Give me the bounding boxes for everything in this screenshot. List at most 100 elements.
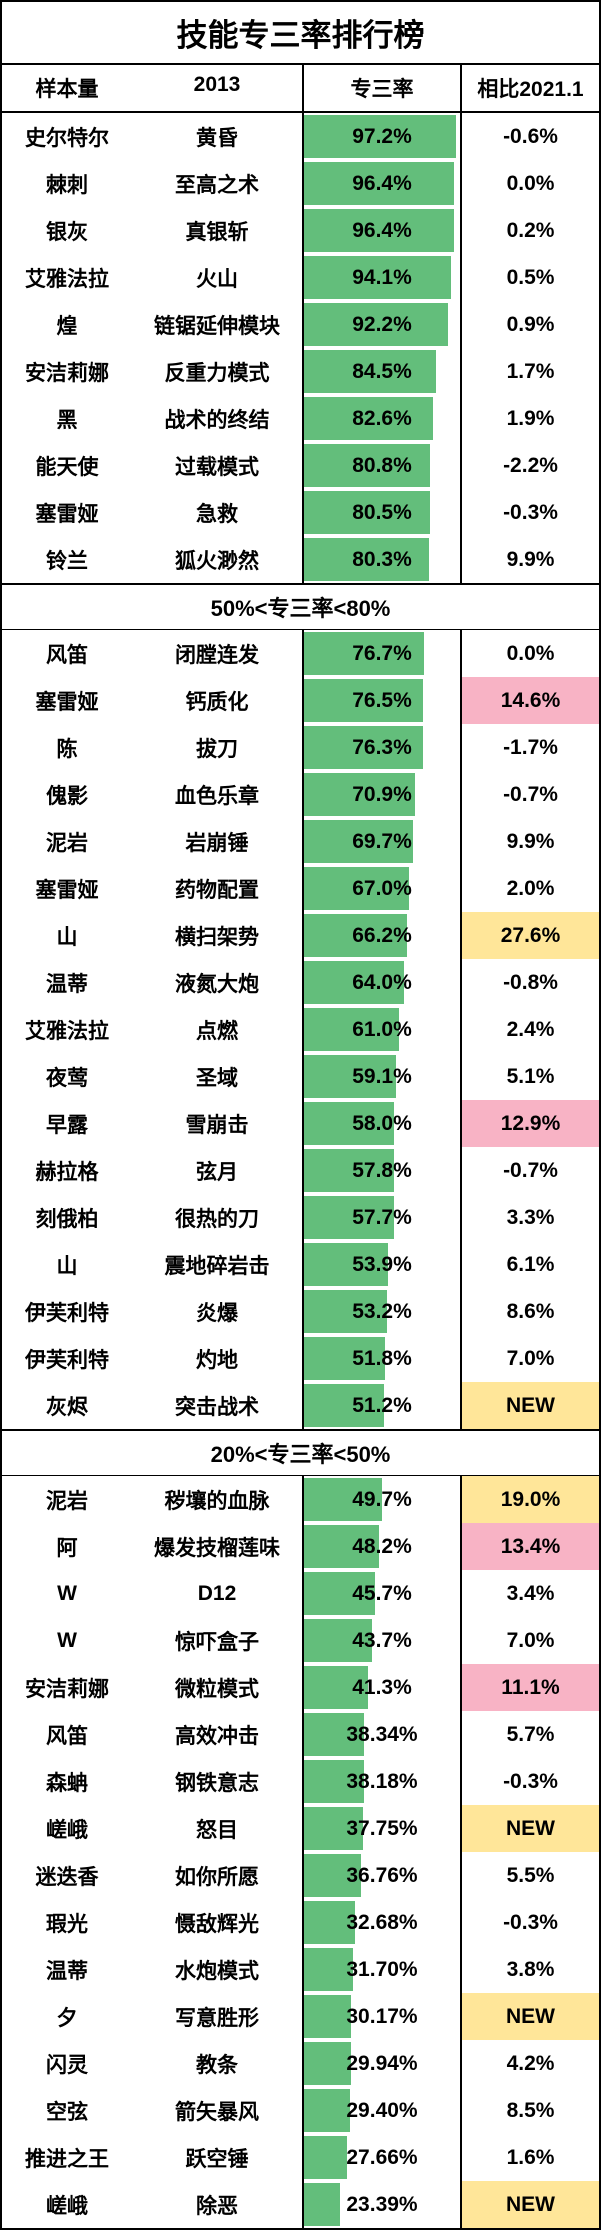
rate-cell: 84.5% [302, 348, 462, 395]
rate-value: 70.9% [304, 783, 460, 807]
skill-name: 至高之术 [132, 169, 302, 199]
rate-value: 82.6% [304, 407, 460, 431]
diff-value: 8.5% [462, 2087, 599, 2134]
table-header: 样本量 2013 专三率 相比2021.1 [2, 65, 599, 113]
table-row: 嵯峨怒目37.75%NEW [2, 1805, 599, 1852]
rate-value: 58.0% [304, 1112, 460, 1136]
rate-cell: 38.34% [302, 1711, 462, 1758]
table-row: 夕写意胜形30.17%NEW [2, 1993, 599, 2040]
rate-cell: 41.3% [302, 1664, 462, 1711]
table-row: 闪灵教条29.94%4.2% [2, 2040, 599, 2087]
table-row: 推进之王跃空锤27.66%1.6% [2, 2134, 599, 2181]
header-rate: 专三率 [302, 65, 462, 111]
operator-name: 夜莺 [2, 1062, 132, 1092]
table-row: 夜莺圣域59.1%5.1% [2, 1053, 599, 1100]
operator-name: 煌 [2, 310, 132, 340]
diff-value: 9.9% [462, 536, 599, 583]
table-row: 艾雅法拉点燃61.0%2.4% [2, 1006, 599, 1053]
table-row: 铃兰狐火渺然80.3%9.9% [2, 536, 599, 583]
diff-value: -0.3% [462, 1899, 599, 1946]
table-row: WD1245.7%3.4% [2, 1570, 599, 1617]
skill-name: 拔刀 [132, 733, 302, 763]
operator-name: 森蚺 [2, 1767, 132, 1797]
skill-name: 除恶 [132, 2190, 302, 2220]
rate-value: 53.2% [304, 1300, 460, 1324]
diff-value: -0.7% [462, 1147, 599, 1194]
operator-name: 安洁莉娜 [2, 1673, 132, 1703]
diff-value: -0.3% [462, 489, 599, 536]
rate-value: 96.4% [304, 172, 460, 196]
rate-cell: 76.7% [302, 630, 462, 677]
diff-value: NEW [462, 1805, 599, 1852]
header-diff: 相比2021.1 [462, 65, 599, 111]
table-row: 傀影血色乐章70.9%-0.7% [2, 771, 599, 818]
skill-name: 战术的终结 [132, 404, 302, 434]
operator-name: 黑 [2, 404, 132, 434]
table-row: 灰烬突击战术51.2%NEW [2, 1382, 599, 1429]
skill-name: 岩崩锤 [132, 827, 302, 857]
operator-name: 棘刺 [2, 169, 132, 199]
rate-cell: 82.6% [302, 395, 462, 442]
skill-name: 跃空锤 [132, 2143, 302, 2173]
rate-value: 69.7% [304, 830, 460, 854]
skill-name: 箭矢暴风 [132, 2096, 302, 2126]
table-title: 技能专三率排行榜 [2, 2, 599, 65]
diff-value: 5.5% [462, 1852, 599, 1899]
diff-value: 6.1% [462, 1241, 599, 1288]
rate-cell: 96.4% [302, 160, 462, 207]
skill-name: 惊吓盒子 [132, 1626, 302, 1656]
rate-cell: 30.17% [302, 1993, 462, 2040]
skill-name: 急救 [132, 498, 302, 528]
rate-cell: 97.2% [302, 113, 462, 160]
operator-name: 嵯峨 [2, 2190, 132, 2220]
rate-value: 41.3% [304, 1676, 460, 1700]
diff-value: NEW [462, 1993, 599, 2040]
header-year: 2013 [132, 65, 302, 111]
operator-name: 泥岩 [2, 827, 132, 857]
section-header: 20%<专三率<50% [2, 1429, 599, 1476]
operator-name: 闪灵 [2, 2049, 132, 2079]
rate-value: 31.70% [304, 1958, 460, 1982]
skill-name: 灼地 [132, 1344, 302, 1374]
operator-name: W [2, 1629, 132, 1653]
rate-value: 59.1% [304, 1065, 460, 1089]
operator-name: 温蒂 [2, 968, 132, 998]
table-row: 空弦箭矢暴风29.40%8.5% [2, 2087, 599, 2134]
skill-name: 圣域 [132, 1062, 302, 1092]
table-row: 嵯峨除恶23.39%NEW [2, 2181, 599, 2228]
diff-value: NEW [462, 1382, 599, 1429]
operator-name: 陈 [2, 733, 132, 763]
diff-value: 3.3% [462, 1194, 599, 1241]
rate-value: 27.66% [304, 2146, 460, 2170]
rate-value: 76.7% [304, 642, 460, 666]
skill-name: 火山 [132, 263, 302, 293]
operator-name: 嵯峨 [2, 1814, 132, 1844]
operator-name: 风笛 [2, 1720, 132, 1750]
rate-value: 96.4% [304, 219, 460, 243]
skill-name: 狐火渺然 [132, 545, 302, 575]
rate-cell: 32.68% [302, 1899, 462, 1946]
diff-value: 9.9% [462, 818, 599, 865]
operator-name: 泥岩 [2, 1485, 132, 1515]
table-row: 风笛闭膛连发76.7%0.0% [2, 630, 599, 677]
table-row: 山横扫架势66.2%27.6% [2, 912, 599, 959]
diff-value: 11.1% [462, 1664, 599, 1711]
skill-name: 如你所愿 [132, 1861, 302, 1891]
diff-value: 0.0% [462, 160, 599, 207]
skill-name: 雪崩击 [132, 1109, 302, 1139]
rate-cell: 23.39% [302, 2181, 462, 2228]
rate-value: 38.34% [304, 1723, 460, 1747]
diff-value: 1.9% [462, 395, 599, 442]
table-row: 陈拔刀76.3%-1.7% [2, 724, 599, 771]
rate-cell: 53.2% [302, 1288, 462, 1335]
diff-value: 27.6% [462, 912, 599, 959]
table-row: 棘刺至高之术96.4%0.0% [2, 160, 599, 207]
table-row: 刻俄柏很热的刀57.7%3.3% [2, 1194, 599, 1241]
rate-cell: 80.3% [302, 536, 462, 583]
skill-name: 闭膛连发 [132, 639, 302, 669]
skill-name: 震地碎岩击 [132, 1250, 302, 1280]
rate-value: 67.0% [304, 877, 460, 901]
table-row: 山震地碎岩击53.9%6.1% [2, 1241, 599, 1288]
table-row: 瑕光慑敌辉光32.68%-0.3% [2, 1899, 599, 1946]
rate-value: 61.0% [304, 1018, 460, 1042]
